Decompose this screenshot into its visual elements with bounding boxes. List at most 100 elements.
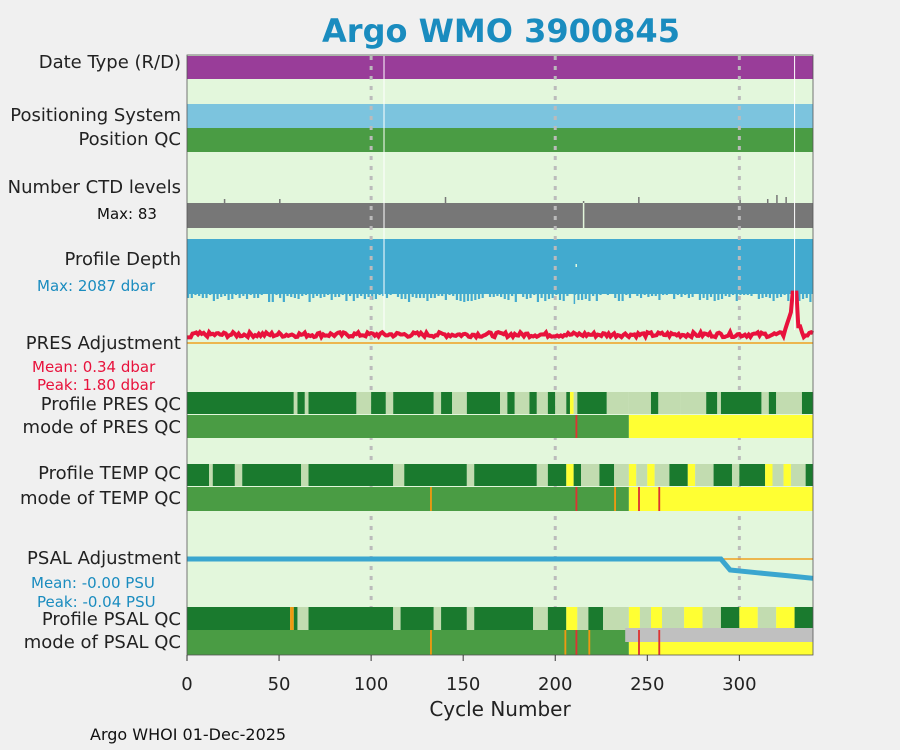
profile-psal-qc-segment xyxy=(639,607,651,630)
depth-bar xyxy=(382,294,385,296)
depth-bar xyxy=(514,294,517,302)
depth-bar xyxy=(798,294,801,301)
label-mode-pres-qc: mode of PRES QC xyxy=(22,417,181,438)
depth-bar xyxy=(216,294,219,299)
depth-bar xyxy=(728,294,731,297)
profile-psal-qc-segment xyxy=(297,607,309,630)
depth-bar xyxy=(209,294,212,295)
pres-adjustment-line xyxy=(187,290,815,342)
depth-bar xyxy=(720,294,724,299)
profile-pres-qc-segment xyxy=(650,392,659,414)
profile-pres-qc-segment xyxy=(761,392,769,414)
mode-psal-qc-segment xyxy=(430,630,432,655)
depth-bar xyxy=(536,294,540,302)
depth-bar xyxy=(625,294,628,295)
profile-psal-qc-segment xyxy=(794,607,813,630)
depth-bar xyxy=(496,294,499,296)
profile-temp-qc-segment xyxy=(628,464,637,486)
depth-bar xyxy=(772,294,775,301)
profile-psal-qc-segment xyxy=(533,607,548,630)
profile-temp-qc-segment xyxy=(242,464,302,486)
depth-bar xyxy=(544,294,547,301)
ctd-spike xyxy=(638,197,640,203)
depth-bar xyxy=(599,294,602,295)
profile-temp-qc-segment xyxy=(547,464,567,486)
depth-bar xyxy=(614,294,617,298)
profile-temp-qc-segment xyxy=(783,464,791,486)
ctd-spike xyxy=(739,198,741,203)
depth-bar xyxy=(776,294,779,298)
profile-psal-qc-segment xyxy=(702,607,721,630)
date-type-band xyxy=(187,56,813,79)
depth-bar xyxy=(404,294,407,299)
depth-bar xyxy=(529,294,532,298)
depth-bar xyxy=(297,294,300,299)
depth-bar xyxy=(187,294,190,298)
depth-bar xyxy=(783,294,786,295)
profile-temp-qc-segment xyxy=(790,464,806,486)
depth-bar xyxy=(444,294,447,300)
mode-psal-qc-segment xyxy=(588,630,591,655)
profile-pres-qc-segment xyxy=(452,392,467,414)
depth-bar xyxy=(577,294,580,300)
profile-pres-qc-segment xyxy=(433,392,442,414)
depth-bar xyxy=(547,294,551,299)
plot-frame xyxy=(186,54,814,656)
depth-bar xyxy=(481,294,484,298)
profile-temp-qc-segment xyxy=(393,464,405,486)
depth-bar xyxy=(731,294,735,295)
x-tick-label: 0 xyxy=(181,674,193,695)
label-date-type: Date Type (R/D) xyxy=(38,52,181,73)
depth-bar xyxy=(761,294,764,298)
chart-title: Argo WMO 3900845 xyxy=(322,12,680,50)
profile-psal-qc-segment xyxy=(739,607,758,630)
depth-bar xyxy=(639,294,643,298)
depth-bar xyxy=(500,294,503,297)
profile-psal-qc-segment xyxy=(650,607,663,630)
depth-bar xyxy=(643,294,646,295)
depth-bar xyxy=(378,294,381,295)
x-tick-label: 200 xyxy=(538,674,573,695)
depth-bar xyxy=(805,294,808,298)
depth-bar xyxy=(787,294,790,301)
depth-bar xyxy=(249,294,252,295)
depth-bar xyxy=(212,294,215,301)
depth-bar xyxy=(562,294,565,301)
profile-temp-qc-segment xyxy=(474,464,537,486)
profile-psal-qc-segment xyxy=(466,607,475,630)
depth-bar xyxy=(765,294,768,297)
profile-temp-qc-segment xyxy=(209,464,213,486)
profile-pres-qc-segment xyxy=(304,392,309,414)
depth-bar xyxy=(407,294,411,302)
profile-pres-qc-segment xyxy=(768,392,777,414)
depth-bar xyxy=(459,294,462,301)
depth-bar xyxy=(757,294,760,299)
profile-pres-qc-segment xyxy=(529,392,537,414)
depth-bar xyxy=(374,294,377,299)
depth-bar xyxy=(223,294,227,296)
depth-bar xyxy=(301,294,304,296)
depth-bar xyxy=(503,294,506,299)
ctd-spike xyxy=(444,197,447,203)
depth-bar xyxy=(323,294,326,297)
depth-bar xyxy=(441,294,444,296)
depth-bar xyxy=(566,294,569,296)
depth-bar xyxy=(245,294,249,299)
label-profile-psal-qc: Profile PSAL QC xyxy=(41,609,181,630)
depth-bar xyxy=(533,294,536,295)
profile-psal-qc-segment xyxy=(720,607,740,630)
label-pres-peak: Peak: 1.80 dbar xyxy=(37,376,156,394)
depth-bar xyxy=(477,294,481,299)
profile-pres-qc-segment xyxy=(293,392,298,414)
depth-bar xyxy=(724,294,727,296)
profile-pres-qc-segment xyxy=(680,392,707,414)
depth-bar xyxy=(452,294,455,296)
profile-temp-qc-segment xyxy=(647,464,655,486)
x-tick-label: 100 xyxy=(353,674,389,695)
depth-bar xyxy=(337,294,341,297)
mode-psal-qc-segment xyxy=(625,628,813,642)
depth-bar xyxy=(286,294,289,296)
profile-temp-qc-segment xyxy=(301,464,309,486)
profile-psal-qc-segment xyxy=(776,607,795,630)
profile-pres-qc-segment xyxy=(776,392,802,414)
